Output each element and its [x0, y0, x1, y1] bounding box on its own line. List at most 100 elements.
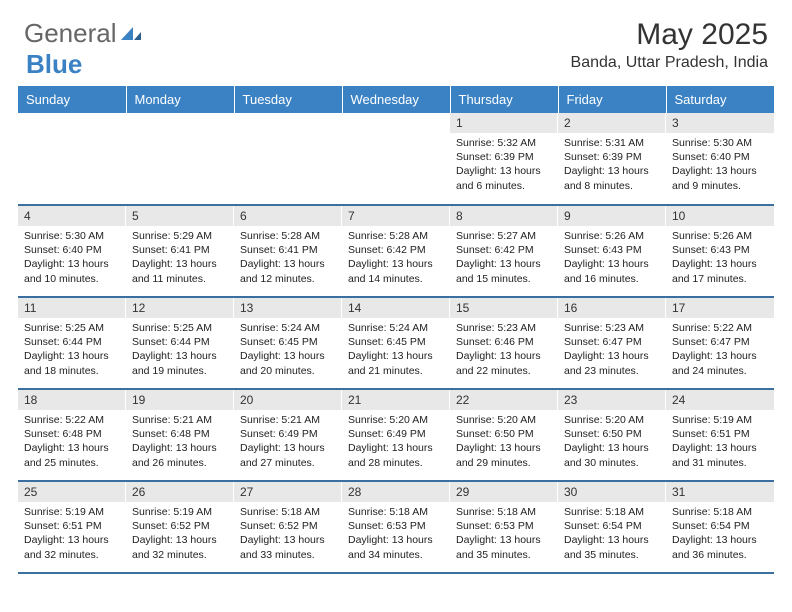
day-details: Sunrise: 5:20 AMSunset: 6:49 PMDaylight:… [342, 410, 450, 474]
calendar-body: 1Sunrise: 5:32 AMSunset: 6:39 PMDaylight… [18, 113, 774, 573]
day-details: Sunrise: 5:25 AMSunset: 6:44 PMDaylight:… [126, 318, 234, 382]
calendar-cell: 27Sunrise: 5:18 AMSunset: 6:52 PMDayligh… [234, 481, 342, 573]
calendar-table: SundayMondayTuesdayWednesdayThursdayFrid… [18, 86, 774, 574]
day-details: Sunrise: 5:18 AMSunset: 6:53 PMDaylight:… [450, 502, 558, 566]
calendar-cell: 14Sunrise: 5:24 AMSunset: 6:45 PMDayligh… [342, 297, 450, 389]
weekday-header: Friday [558, 86, 666, 113]
location: Banda, Uttar Pradesh, India [571, 54, 768, 72]
day-details: Sunrise: 5:18 AMSunset: 6:53 PMDaylight:… [342, 502, 450, 566]
weekday-header: Thursday [450, 86, 558, 113]
day-details: Sunrise: 5:31 AMSunset: 6:39 PMDaylight:… [558, 133, 666, 197]
calendar-cell: 7Sunrise: 5:28 AMSunset: 6:42 PMDaylight… [342, 205, 450, 297]
logo-sail-icon [121, 18, 143, 49]
day-details: Sunrise: 5:19 AMSunset: 6:51 PMDaylight:… [18, 502, 126, 566]
day-details: Sunrise: 5:26 AMSunset: 6:43 PMDaylight:… [666, 226, 774, 290]
day-number: 27 [234, 482, 342, 502]
calendar-cell [234, 113, 342, 205]
calendar-cell: 30Sunrise: 5:18 AMSunset: 6:54 PMDayligh… [558, 481, 666, 573]
calendar-cell: 16Sunrise: 5:23 AMSunset: 6:47 PMDayligh… [558, 297, 666, 389]
day-number: 20 [234, 390, 342, 410]
calendar-cell: 26Sunrise: 5:19 AMSunset: 6:52 PMDayligh… [126, 481, 234, 573]
day-number: 16 [558, 298, 666, 318]
day-details: Sunrise: 5:25 AMSunset: 6:44 PMDaylight:… [18, 318, 126, 382]
day-number: 9 [558, 206, 666, 226]
day-details: Sunrise: 5:27 AMSunset: 6:42 PMDaylight:… [450, 226, 558, 290]
day-number: 6 [234, 206, 342, 226]
calendar-cell: 4Sunrise: 5:30 AMSunset: 6:40 PMDaylight… [18, 205, 126, 297]
calendar-cell: 1Sunrise: 5:32 AMSunset: 6:39 PMDaylight… [450, 113, 558, 205]
calendar-cell: 25Sunrise: 5:19 AMSunset: 6:51 PMDayligh… [18, 481, 126, 573]
day-number: 7 [342, 206, 450, 226]
weekday-header: Tuesday [234, 86, 342, 113]
day-details: Sunrise: 5:32 AMSunset: 6:39 PMDaylight:… [450, 133, 558, 197]
day-number: 24 [666, 390, 774, 410]
day-details: Sunrise: 5:23 AMSunset: 6:47 PMDaylight:… [558, 318, 666, 382]
day-number: 15 [450, 298, 558, 318]
calendar-cell [342, 113, 450, 205]
day-number: 3 [666, 113, 774, 133]
calendar-cell: 19Sunrise: 5:21 AMSunset: 6:48 PMDayligh… [126, 389, 234, 481]
day-details: Sunrise: 5:30 AMSunset: 6:40 PMDaylight:… [666, 133, 774, 197]
calendar-row: 1Sunrise: 5:32 AMSunset: 6:39 PMDaylight… [18, 113, 774, 205]
month-title: May 2025 [571, 18, 768, 52]
header: GeneralBlue May 2025 Banda, Uttar Prades… [0, 0, 792, 86]
calendar-cell: 2Sunrise: 5:31 AMSunset: 6:39 PMDaylight… [558, 113, 666, 205]
day-details: Sunrise: 5:18 AMSunset: 6:52 PMDaylight:… [234, 502, 342, 566]
day-number: 28 [342, 482, 450, 502]
day-number: 19 [126, 390, 234, 410]
calendar-cell: 5Sunrise: 5:29 AMSunset: 6:41 PMDaylight… [126, 205, 234, 297]
weekday-header: Saturday [666, 86, 774, 113]
day-number: 14 [342, 298, 450, 318]
day-number: 10 [666, 206, 774, 226]
calendar-row: 11Sunrise: 5:25 AMSunset: 6:44 PMDayligh… [18, 297, 774, 389]
day-details: Sunrise: 5:21 AMSunset: 6:48 PMDaylight:… [126, 410, 234, 474]
day-number: 12 [126, 298, 234, 318]
day-details: Sunrise: 5:20 AMSunset: 6:50 PMDaylight:… [558, 410, 666, 474]
calendar-cell: 23Sunrise: 5:20 AMSunset: 6:50 PMDayligh… [558, 389, 666, 481]
calendar-cell: 24Sunrise: 5:19 AMSunset: 6:51 PMDayligh… [666, 389, 774, 481]
day-details: Sunrise: 5:26 AMSunset: 6:43 PMDaylight:… [558, 226, 666, 290]
calendar-cell: 28Sunrise: 5:18 AMSunset: 6:53 PMDayligh… [342, 481, 450, 573]
day-number: 22 [450, 390, 558, 410]
calendar-cell [18, 113, 126, 205]
weekday-header: Monday [126, 86, 234, 113]
calendar-cell: 22Sunrise: 5:20 AMSunset: 6:50 PMDayligh… [450, 389, 558, 481]
day-details: Sunrise: 5:23 AMSunset: 6:46 PMDaylight:… [450, 318, 558, 382]
day-number: 30 [558, 482, 666, 502]
calendar-cell: 12Sunrise: 5:25 AMSunset: 6:44 PMDayligh… [126, 297, 234, 389]
calendar-row: 4Sunrise: 5:30 AMSunset: 6:40 PMDaylight… [18, 205, 774, 297]
day-number: 5 [126, 206, 234, 226]
day-number: 2 [558, 113, 666, 133]
calendar-row: 18Sunrise: 5:22 AMSunset: 6:48 PMDayligh… [18, 389, 774, 481]
calendar-cell: 15Sunrise: 5:23 AMSunset: 6:46 PMDayligh… [450, 297, 558, 389]
calendar-cell: 10Sunrise: 5:26 AMSunset: 6:43 PMDayligh… [666, 205, 774, 297]
day-details: Sunrise: 5:20 AMSunset: 6:50 PMDaylight:… [450, 410, 558, 474]
day-number: 4 [18, 206, 126, 226]
day-details: Sunrise: 5:19 AMSunset: 6:52 PMDaylight:… [126, 502, 234, 566]
weekday-header: Sunday [18, 86, 126, 113]
calendar-cell: 31Sunrise: 5:18 AMSunset: 6:54 PMDayligh… [666, 481, 774, 573]
day-number: 11 [18, 298, 126, 318]
calendar-row: 25Sunrise: 5:19 AMSunset: 6:51 PMDayligh… [18, 481, 774, 573]
day-details: Sunrise: 5:28 AMSunset: 6:42 PMDaylight:… [342, 226, 450, 290]
day-number: 17 [666, 298, 774, 318]
calendar-cell: 3Sunrise: 5:30 AMSunset: 6:40 PMDaylight… [666, 113, 774, 205]
calendar-cell [126, 113, 234, 205]
calendar-cell: 17Sunrise: 5:22 AMSunset: 6:47 PMDayligh… [666, 297, 774, 389]
day-number: 26 [126, 482, 234, 502]
title-block: May 2025 Banda, Uttar Pradesh, India [571, 18, 768, 76]
calendar-cell: 13Sunrise: 5:24 AMSunset: 6:45 PMDayligh… [234, 297, 342, 389]
day-number: 13 [234, 298, 342, 318]
day-details: Sunrise: 5:22 AMSunset: 6:48 PMDaylight:… [18, 410, 126, 474]
day-details: Sunrise: 5:18 AMSunset: 6:54 PMDaylight:… [666, 502, 774, 566]
calendar-cell: 20Sunrise: 5:21 AMSunset: 6:49 PMDayligh… [234, 389, 342, 481]
day-number: 18 [18, 390, 126, 410]
day-details: Sunrise: 5:22 AMSunset: 6:47 PMDaylight:… [666, 318, 774, 382]
day-number: 21 [342, 390, 450, 410]
day-details: Sunrise: 5:21 AMSunset: 6:49 PMDaylight:… [234, 410, 342, 474]
calendar-cell: 6Sunrise: 5:28 AMSunset: 6:41 PMDaylight… [234, 205, 342, 297]
calendar-cell: 18Sunrise: 5:22 AMSunset: 6:48 PMDayligh… [18, 389, 126, 481]
day-details: Sunrise: 5:19 AMSunset: 6:51 PMDaylight:… [666, 410, 774, 474]
calendar-cell: 8Sunrise: 5:27 AMSunset: 6:42 PMDaylight… [450, 205, 558, 297]
calendar-cell: 11Sunrise: 5:25 AMSunset: 6:44 PMDayligh… [18, 297, 126, 389]
